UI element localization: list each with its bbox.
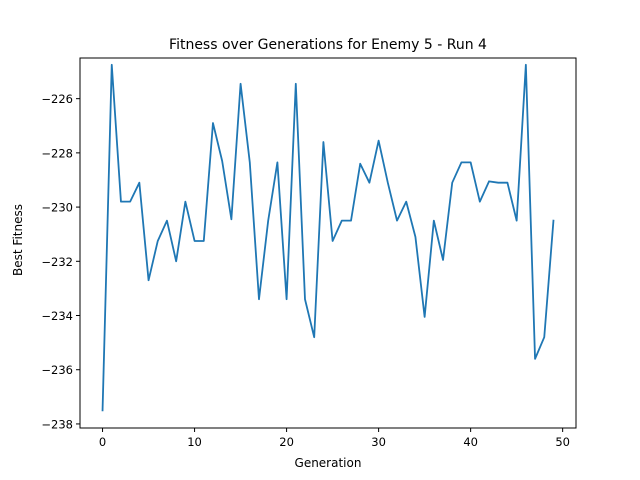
x-tick-label: 0 [99, 435, 106, 449]
y-tick-label: −228 [41, 146, 73, 160]
x-tick-label: 40 [463, 435, 478, 449]
y-tick-label: −232 [41, 255, 73, 269]
y-tick-label: −230 [41, 201, 73, 215]
x-axis-label: Generation [295, 456, 362, 470]
y-axis-label: Best Fitness [11, 204, 25, 276]
y-tick-label: −236 [41, 363, 73, 377]
chart-title: Fitness over Generations for Enemy 5 - R… [169, 37, 487, 53]
x-axis-ticks: 0 10 20 30 40 50 [99, 428, 570, 449]
plot-area [79, 57, 577, 429]
series-line-0 [101, 63, 555, 412]
x-tick-label: 50 [555, 435, 570, 449]
x-tick-label: 10 [187, 435, 202, 449]
y-tick-label: −234 [41, 309, 73, 323]
x-tick-label: 30 [371, 435, 386, 449]
x-tick-label: 20 [279, 435, 294, 449]
y-tick-label: −238 [41, 417, 73, 431]
y-tick-label: −226 [41, 92, 73, 106]
y-axis-ticks: −238 −236 −234 −232 −230 −228 −226 [41, 92, 80, 431]
plot-frame [79, 57, 577, 429]
